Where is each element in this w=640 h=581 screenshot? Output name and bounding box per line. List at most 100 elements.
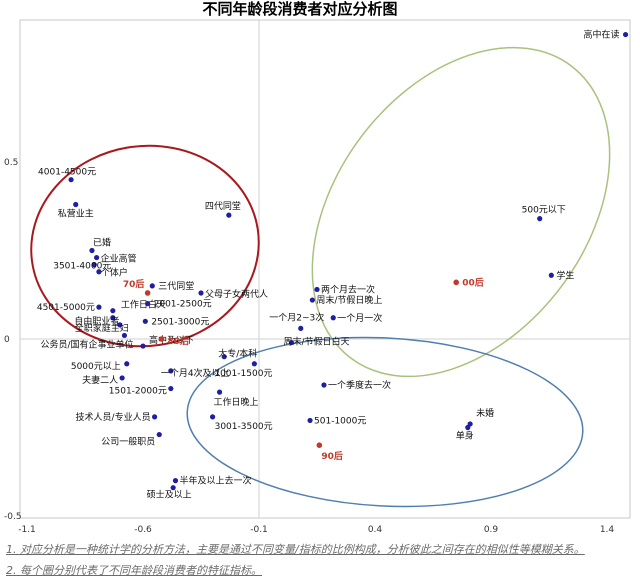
scatter-point: 企业高管 bbox=[94, 253, 137, 265]
point-label: 四代同堂 bbox=[205, 200, 241, 212]
point-marker bbox=[170, 485, 176, 491]
point-label: 两个月去一次 bbox=[321, 283, 375, 295]
point-marker bbox=[142, 318, 148, 324]
point-marker bbox=[110, 315, 116, 321]
x-tick-label: -1.1 bbox=[18, 525, 36, 535]
point-marker bbox=[96, 304, 102, 310]
point-label: 公务员/国有企事业单位 bbox=[40, 338, 133, 350]
point-label: 周末/节假日晚上 bbox=[316, 294, 382, 306]
scatter-point: 3501-4000元 bbox=[53, 262, 111, 272]
point-label: 未婚 bbox=[476, 407, 494, 419]
point-label: 周末/节假日白天 bbox=[283, 336, 349, 348]
point-label: 500元以下 bbox=[522, 206, 566, 216]
group-ellipses bbox=[30, 46, 611, 508]
point-marker bbox=[96, 269, 102, 275]
point-label: 4001-4500元 bbox=[38, 168, 96, 178]
scatter-point: 4001-4500元 bbox=[38, 168, 96, 183]
point-marker bbox=[168, 368, 174, 374]
y-tick-label: 0.5 bbox=[4, 158, 18, 168]
point-marker bbox=[91, 262, 97, 268]
scatter-point: 学生 bbox=[548, 269, 574, 281]
scatter-point: 公务员/国有企事业单位 bbox=[40, 332, 133, 350]
age-point-marker bbox=[158, 336, 165, 342]
point-label: 自由职业者 bbox=[74, 315, 119, 327]
axes: -1.1 -0.6 -0.1 0.4 0.9 1.4 0.5 0 -0.5 bbox=[4, 20, 630, 535]
scatter-point: 四代同堂 bbox=[205, 200, 241, 218]
point-label: 公司一般职员 bbox=[101, 436, 155, 448]
point-label: 一个月一次 bbox=[337, 312, 382, 324]
scatter-point: 周末/节假日白天 bbox=[283, 336, 349, 348]
point-label: 全职家庭主妇 bbox=[75, 322, 129, 334]
scatter-point: 自由职业者 bbox=[74, 315, 119, 327]
point-marker bbox=[121, 332, 128, 339]
scatter-point: 一个月2~3次 bbox=[269, 311, 324, 331]
x-tick-label: 0.9 bbox=[484, 525, 499, 535]
x-tick-label: 0.4 bbox=[368, 525, 383, 535]
scatter-point: 工作日白天 bbox=[110, 299, 166, 314]
scatter-point: 硕士及以上 bbox=[147, 485, 192, 501]
scatter-point: 4501-5000元 bbox=[37, 303, 102, 313]
point-marker bbox=[198, 290, 204, 296]
point-marker bbox=[156, 431, 162, 438]
scatter-point: 半年及以上去一次 bbox=[172, 475, 251, 487]
point-label: 高中在读 bbox=[584, 29, 620, 41]
point-label: 3501-4000元 bbox=[53, 262, 111, 272]
age-point-marker bbox=[144, 290, 151, 296]
age-points-layer: 00后 70后 80后 90后 bbox=[123, 276, 484, 462]
point-marker bbox=[124, 361, 130, 367]
point-label: 1501-2000元 bbox=[109, 387, 167, 397]
point-marker bbox=[548, 272, 554, 278]
scatter-point: 技术人员/专业人员 bbox=[76, 411, 158, 423]
point-marker bbox=[168, 385, 174, 392]
ellipse-00s bbox=[311, 46, 611, 378]
age-point: 90后 bbox=[316, 442, 343, 462]
scatter-point: 三代同堂 bbox=[149, 280, 194, 292]
point-marker bbox=[309, 297, 315, 303]
point-label: 夫妻二人 bbox=[82, 374, 118, 386]
scatter-point: 周末/节假日晚上 bbox=[309, 294, 382, 306]
point-marker bbox=[117, 322, 123, 328]
point-marker bbox=[149, 283, 155, 289]
scatter-point: 未婚 bbox=[467, 407, 494, 427]
point-marker bbox=[622, 31, 629, 38]
age-point-label: 90后 bbox=[321, 450, 343, 462]
ellipse-90s bbox=[186, 336, 584, 508]
point-marker bbox=[68, 177, 74, 183]
point-label: 5000元以上 bbox=[71, 361, 121, 372]
point-marker bbox=[140, 343, 146, 349]
point-marker bbox=[330, 315, 336, 321]
scatter-point: 单身 bbox=[456, 424, 474, 442]
scatter-point: 2001-2500元 bbox=[145, 300, 212, 310]
x-tick-label: -0.6 bbox=[134, 525, 152, 535]
point-marker bbox=[216, 389, 223, 395]
y-tick-label: 0 bbox=[4, 335, 10, 345]
point-marker bbox=[298, 325, 304, 331]
point-marker bbox=[94, 254, 100, 261]
point-marker bbox=[89, 247, 95, 254]
point-label: 501-1000元 bbox=[314, 416, 366, 426]
point-label: 三代同堂 bbox=[158, 280, 194, 292]
point-label: 4501-5000元 bbox=[37, 303, 95, 313]
age-point-marker bbox=[316, 442, 323, 449]
age-point-label: 70后 bbox=[123, 278, 145, 290]
point-label: 企业高管 bbox=[101, 253, 137, 265]
x-tick-label: -0.1 bbox=[250, 525, 268, 535]
scatter-point: 高中在读 bbox=[584, 29, 629, 41]
point-label: 一个月2~3次 bbox=[269, 311, 324, 323]
scatter-point: 两个月去一次 bbox=[314, 283, 375, 295]
point-marker bbox=[73, 201, 79, 208]
point-label: 3001-3500元 bbox=[215, 422, 273, 432]
point-label: 一个季度去一次 bbox=[328, 379, 391, 391]
point-label: 学生 bbox=[556, 269, 574, 281]
point-marker bbox=[321, 382, 327, 388]
point-label: 2001-2500元 bbox=[154, 300, 212, 310]
scatter-point: 2501-3000元 bbox=[142, 317, 209, 327]
scatter-point: 全职家庭主妇 bbox=[75, 322, 129, 334]
scatter-point: 5000元以上 bbox=[71, 361, 130, 372]
point-marker bbox=[314, 286, 320, 293]
point-marker bbox=[110, 308, 116, 314]
age-point-label: 80后 bbox=[168, 335, 190, 347]
scatter-point: 已婚 bbox=[89, 237, 111, 254]
